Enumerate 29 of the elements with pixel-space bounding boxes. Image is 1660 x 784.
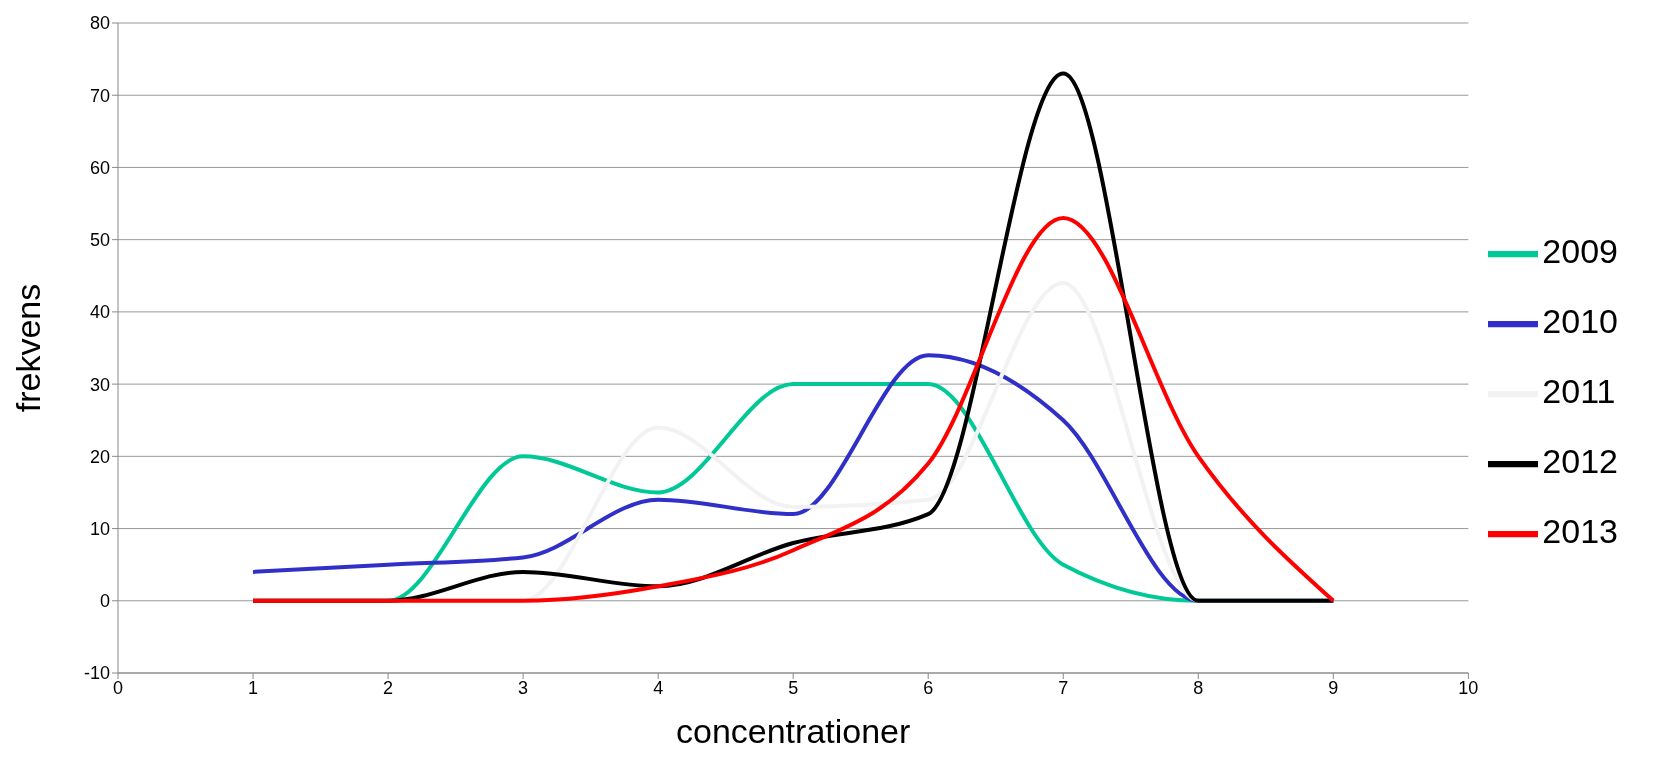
legend-label: 2012 (1542, 441, 1618, 480)
line-series (251, 216, 1336, 603)
x-tick-label: 10 (1458, 677, 1479, 698)
x-tick-label: 6 (923, 677, 934, 698)
y-tick-label: -10 (83, 663, 110, 684)
x-tick-label: 1 (248, 677, 259, 698)
x-tick-label: 2 (383, 677, 394, 698)
y-tick-label: 40 (89, 302, 110, 323)
y-tick-label: 10 (89, 518, 110, 539)
legend-label: 2011 (1542, 371, 1616, 410)
x-tick-label: 0 (112, 677, 124, 698)
x-axis-title: concentrationer (675, 712, 911, 750)
legend-label: 2010 (1542, 301, 1618, 340)
x-tick-label: 5 (788, 677, 799, 698)
y-tick-label: 70 (89, 85, 110, 106)
legend-label: 2009 (1542, 231, 1618, 270)
x-tick-label: 7 (1058, 677, 1069, 698)
legend-label: 2013 (1542, 511, 1618, 550)
y-tick-label: 80 (89, 13, 110, 34)
y-tick-label: 0 (99, 591, 110, 612)
x-tick-label: 8 (1193, 677, 1204, 698)
y-tick-label: 20 (89, 446, 110, 467)
y-tick-label: 50 (89, 230, 110, 251)
y-axis-title: frekvens (9, 283, 48, 413)
x-tick-label: 3 (518, 677, 529, 698)
x-tick-label: 4 (653, 677, 664, 698)
y-tick-label: 30 (89, 374, 110, 395)
y-tick-label: 60 (89, 157, 110, 178)
x-tick-label: 9 (1328, 677, 1339, 698)
